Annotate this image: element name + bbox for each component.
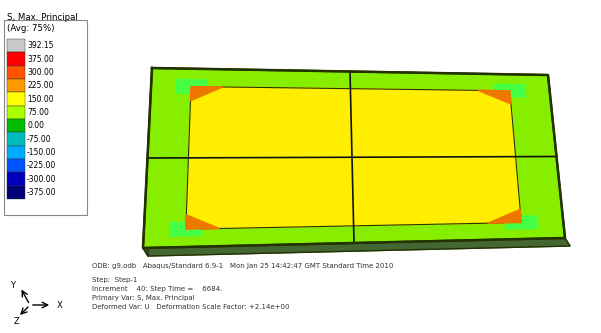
Polygon shape bbox=[175, 80, 206, 94]
Bar bbox=[7, 119, 25, 132]
Text: Y: Y bbox=[10, 280, 16, 289]
Bar bbox=[7, 132, 25, 146]
Text: Primary Var: S, Max. Principal: Primary Var: S, Max. Principal bbox=[92, 295, 195, 301]
Bar bbox=[7, 106, 25, 119]
Text: Z: Z bbox=[13, 317, 19, 326]
Bar bbox=[7, 146, 25, 159]
Polygon shape bbox=[186, 87, 521, 229]
Polygon shape bbox=[186, 215, 219, 229]
Bar bbox=[7, 159, 25, 172]
Text: S, Max. Principal: S, Max. Principal bbox=[7, 13, 78, 22]
Text: 75.00: 75.00 bbox=[27, 108, 49, 117]
Text: 375.00: 375.00 bbox=[27, 55, 53, 64]
Bar bbox=[4, 20, 87, 215]
Polygon shape bbox=[488, 209, 521, 223]
Bar bbox=[7, 172, 25, 186]
Bar bbox=[7, 39, 25, 52]
Text: Step:  Step-1: Step: Step-1 bbox=[92, 277, 138, 283]
Polygon shape bbox=[143, 68, 157, 256]
Bar bbox=[7, 79, 25, 92]
Polygon shape bbox=[478, 90, 511, 104]
Text: -75.00: -75.00 bbox=[27, 135, 52, 144]
Bar bbox=[7, 66, 25, 79]
Polygon shape bbox=[494, 84, 525, 97]
Text: X: X bbox=[57, 300, 63, 309]
Text: -225.00: -225.00 bbox=[27, 161, 56, 170]
Polygon shape bbox=[505, 216, 538, 229]
Text: 225.00: 225.00 bbox=[27, 81, 53, 90]
Bar bbox=[7, 92, 25, 106]
Bar bbox=[7, 186, 25, 199]
Polygon shape bbox=[191, 87, 223, 101]
Text: 300.00: 300.00 bbox=[27, 68, 53, 77]
Text: -300.00: -300.00 bbox=[27, 174, 56, 183]
Text: 150.00: 150.00 bbox=[27, 95, 53, 104]
Polygon shape bbox=[143, 68, 565, 248]
Text: 0.00: 0.00 bbox=[27, 121, 44, 130]
Text: ODB: g9.odb   Abaqus/Standard 6.9-1   Mon Jan 25 14:42:47 GMT Standard Time 2010: ODB: g9.odb Abaqus/Standard 6.9-1 Mon Ja… bbox=[92, 263, 394, 269]
Bar bbox=[7, 52, 25, 66]
Polygon shape bbox=[143, 238, 570, 256]
Text: 392.15: 392.15 bbox=[27, 41, 53, 50]
Text: -375.00: -375.00 bbox=[27, 188, 56, 197]
Text: -150.00: -150.00 bbox=[27, 148, 56, 157]
Text: (Avg: 75%): (Avg: 75%) bbox=[7, 24, 55, 33]
Polygon shape bbox=[169, 222, 202, 236]
Text: Increment    40: Step Time =    6684.: Increment 40: Step Time = 6684. bbox=[92, 286, 222, 292]
Text: Deformed Var: U   Deformation Scale Factor: +2.14e+00: Deformed Var: U Deformation Scale Factor… bbox=[92, 304, 290, 310]
